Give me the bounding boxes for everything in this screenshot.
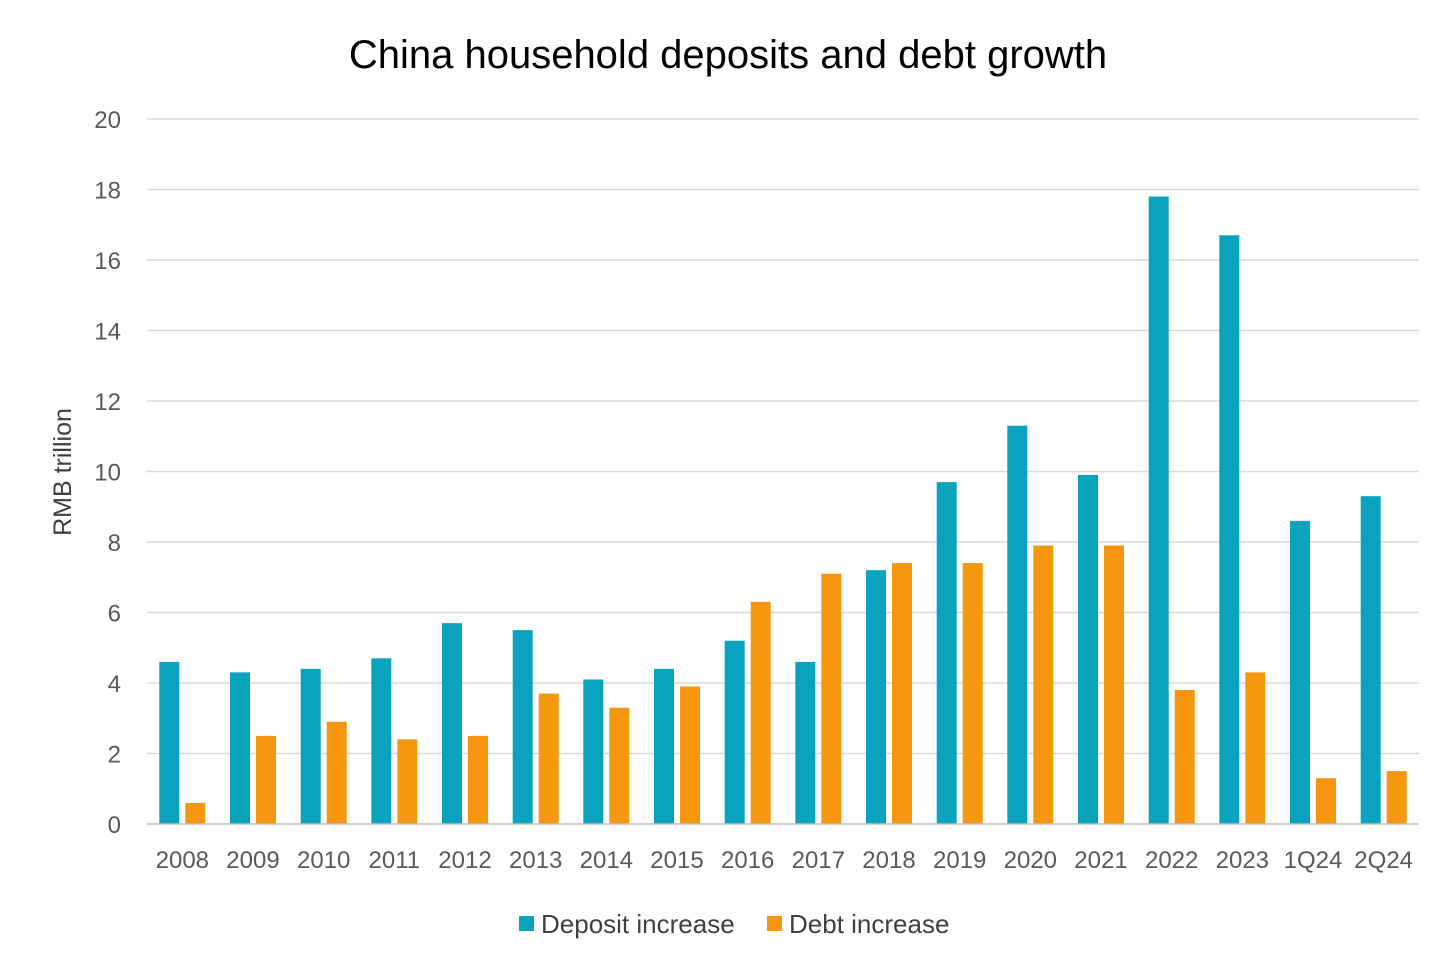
legend-label-debt: Debt increase bbox=[789, 909, 949, 939]
y-tick-label: 0 bbox=[108, 812, 121, 839]
x-tick-label: 2009 bbox=[226, 847, 279, 874]
debt-increase-bar bbox=[185, 802, 206, 824]
deposit-increase-bar bbox=[442, 623, 462, 824]
x-tick-label: 2015 bbox=[650, 847, 703, 874]
deposit-increase-bar bbox=[159, 661, 180, 824]
y-tick-label: 2 bbox=[108, 742, 121, 769]
y-axis-label: RMB trillion bbox=[49, 408, 77, 536]
debt-increase-bar bbox=[1104, 545, 1124, 824]
legend: Deposit increase Debt increase bbox=[519, 909, 949, 939]
deposit-increase-bar bbox=[654, 668, 674, 824]
debt-increase-bar bbox=[750, 601, 771, 824]
y-tick-label: 10 bbox=[94, 460, 121, 487]
deposit-increase-bar bbox=[1290, 520, 1310, 824]
debt-increase-bar bbox=[468, 735, 488, 824]
x-tick-label: 2022 bbox=[1145, 847, 1198, 874]
debt-increase-bar bbox=[680, 686, 700, 824]
deposit-increase-bar bbox=[230, 672, 250, 824]
deposit-increase-bar bbox=[1219, 235, 1240, 825]
deposit-increase-bar bbox=[936, 482, 957, 824]
y-axis-ticks: 0 2 4 6 8 10 12 14 16 18 20 bbox=[94, 107, 121, 839]
deposit-increase-bar bbox=[1148, 196, 1169, 824]
debt-increase-bar bbox=[821, 573, 842, 824]
x-axis-ticks: 2008 2009 2010 2011 2012 2013 2014 2015 2016 2017… bbox=[156, 847, 1413, 874]
x-tick-label: 2016 bbox=[721, 847, 774, 874]
y-tick-label: 8 bbox=[108, 530, 121, 557]
deposit-increase-bar bbox=[1007, 425, 1028, 824]
y-tick-label: 20 bbox=[94, 107, 121, 134]
deposit-increase-bar bbox=[795, 661, 816, 824]
y-tick-label: 14 bbox=[94, 319, 121, 346]
y-tick-label: 4 bbox=[108, 671, 121, 698]
legend-label-deposit: Deposit increase bbox=[541, 909, 735, 939]
deposit-increase-bar bbox=[583, 679, 604, 824]
y-tick-label: 12 bbox=[94, 389, 121, 416]
debt-increase-bar bbox=[1174, 690, 1195, 824]
debt-increase-bar bbox=[1033, 545, 1054, 824]
bars bbox=[159, 196, 1407, 825]
debt-increase-bar bbox=[326, 721, 347, 824]
x-tick-label: 2018 bbox=[862, 847, 915, 874]
x-tick-label: 2021 bbox=[1074, 847, 1127, 874]
x-tick-label: 2019 bbox=[933, 847, 986, 874]
x-tick-label: 2020 bbox=[1004, 847, 1057, 874]
x-tick-label: 2010 bbox=[297, 847, 350, 874]
debt-increase-bar bbox=[538, 693, 559, 824]
deposit-increase-bar bbox=[866, 570, 886, 824]
deposit-increase-bar bbox=[1360, 496, 1381, 824]
gridlines bbox=[147, 118, 1419, 755]
y-tick-label: 16 bbox=[94, 248, 121, 275]
debt-increase-bar bbox=[1316, 778, 1336, 824]
x-tick-label: 2023 bbox=[1216, 847, 1269, 874]
legend-swatch-deposit bbox=[519, 916, 534, 931]
deposit-increase-bar bbox=[512, 630, 533, 824]
x-tick-label: 2Q24 bbox=[1354, 847, 1413, 874]
x-tick-label: 2011 bbox=[369, 847, 421, 874]
deposit-increase-bar bbox=[1078, 475, 1098, 824]
debt-increase-bar bbox=[397, 739, 418, 824]
debt-increase-bar bbox=[962, 563, 983, 824]
x-tick-label: 2012 bbox=[438, 847, 491, 874]
deposit-increase-bar bbox=[300, 668, 321, 824]
x-tick-label: 2017 bbox=[792, 847, 845, 874]
debt-increase-bar bbox=[1245, 672, 1266, 824]
y-tick-label: 18 bbox=[94, 178, 121, 205]
debt-increase-bar bbox=[256, 735, 276, 824]
x-tick-label: 2008 bbox=[156, 847, 209, 874]
debt-increase-bar bbox=[1386, 771, 1407, 824]
x-tick-label: 1Q24 bbox=[1284, 847, 1343, 874]
legend-swatch-debt bbox=[767, 916, 782, 931]
debt-increase-bar bbox=[609, 707, 630, 824]
x-tick-label: 2014 bbox=[580, 847, 633, 874]
x-tick-label: 2013 bbox=[509, 847, 562, 874]
deposit-increase-bar bbox=[724, 640, 745, 824]
debt-increase-bar bbox=[892, 563, 912, 824]
y-tick-label: 6 bbox=[108, 601, 121, 628]
deposit-increase-bar bbox=[371, 658, 392, 824]
chart-title: China household deposits and debt growth bbox=[349, 33, 1107, 77]
